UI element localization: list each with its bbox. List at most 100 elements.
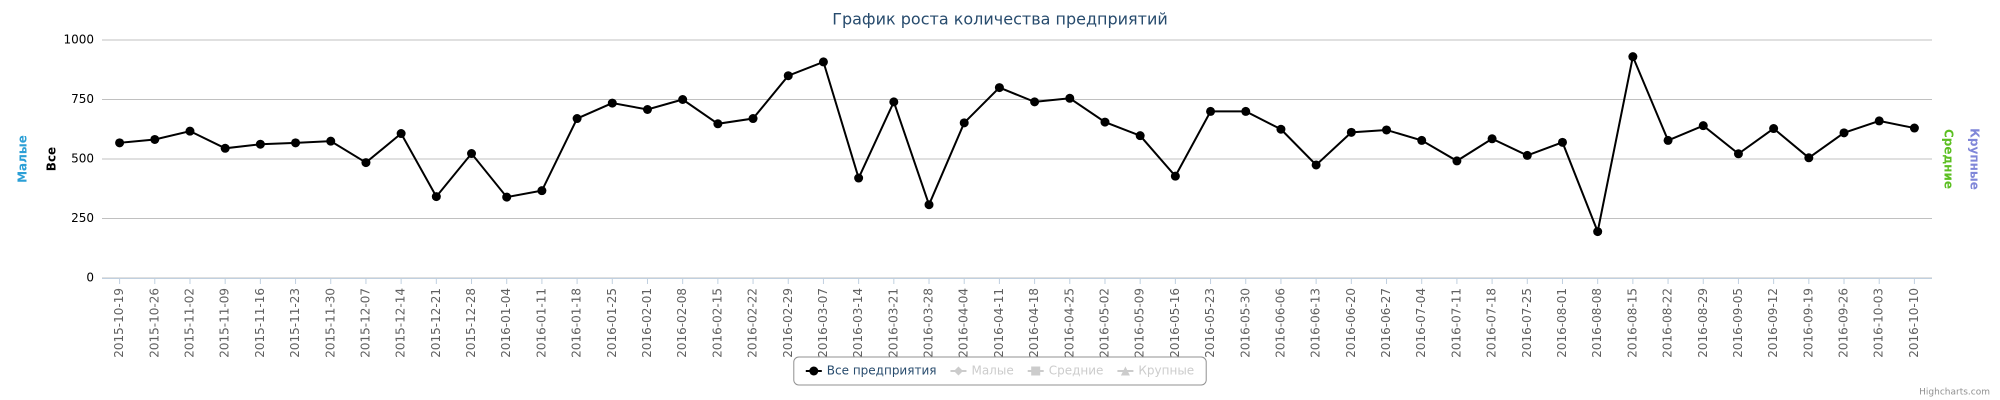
- data-point: [889, 97, 899, 107]
- x-tick-label: 2016-02-22: [746, 288, 760, 358]
- axis-title: Средние: [1942, 129, 1956, 189]
- x-tick-label: 2015-11-23: [288, 288, 302, 358]
- x-tick-label: 2015-10-19: [112, 288, 126, 358]
- data-point: [959, 118, 969, 128]
- y-tick-label: 1000: [63, 33, 94, 47]
- data-point: [1522, 150, 1532, 160]
- x-tick-label: 2015-11-02: [182, 288, 196, 358]
- legend-item[interactable]: Крупные: [1138, 364, 1194, 378]
- data-point: [1909, 123, 1919, 133]
- legend-symbol: [953, 366, 963, 376]
- data-point: [361, 158, 371, 168]
- data-point: [1170, 171, 1180, 181]
- data-point: [1311, 160, 1321, 170]
- legend-item[interactable]: Средние: [1049, 364, 1104, 378]
- data-point: [1769, 124, 1779, 134]
- x-tick-label: 2016-04-25: [1062, 288, 1076, 358]
- data-point: [678, 95, 688, 104]
- legend-item[interactable]: Малые: [971, 364, 1013, 378]
- x-tick-label: 2016-05-23: [1203, 288, 1217, 358]
- x-tick-label: 2016-03-14: [851, 288, 865, 358]
- data-point: [1417, 135, 1427, 145]
- axis-title: Малые: [16, 135, 30, 183]
- data-point: [854, 173, 864, 183]
- data-point: [537, 186, 547, 196]
- x-tick-label: 2015-10-26: [147, 288, 161, 358]
- legend-symbol: [1031, 366, 1041, 376]
- data-point: [1804, 153, 1814, 163]
- data-point: [1628, 52, 1638, 62]
- data-point: [326, 136, 336, 146]
- x-tick-label: 2016-04-18: [1027, 288, 1041, 358]
- data-point: [502, 192, 512, 202]
- x-tick-label: 2016-07-11: [1449, 288, 1463, 358]
- x-tick-label: 2015-11-09: [218, 288, 232, 358]
- x-tick-label: 2016-02-01: [640, 288, 654, 358]
- x-tick-label: 2016-09-05: [1731, 288, 1745, 358]
- x-tick-label: 2015-12-14: [394, 288, 408, 358]
- data-point: [1276, 124, 1286, 134]
- x-tick-label: 2016-02-15: [710, 288, 724, 358]
- data-point: [1663, 135, 1673, 145]
- x-tick-label: 2015-11-16: [253, 288, 267, 358]
- x-tick-label: 2016-09-12: [1766, 288, 1780, 358]
- data-point: [607, 98, 617, 108]
- x-tick-label: 2015-12-28: [464, 288, 478, 358]
- x-tick-label: 2016-06-27: [1379, 288, 1393, 358]
- data-point: [642, 104, 652, 114]
- legend-box: [793, 356, 1207, 386]
- data-point: [1593, 227, 1603, 237]
- data-point: [1452, 156, 1462, 166]
- x-tick-label: 2016-10-03: [1872, 288, 1886, 358]
- y-tick-label: 250: [71, 211, 94, 225]
- x-tick-label: 2016-09-26: [1837, 288, 1851, 358]
- x-tick-label: 2016-05-16: [1168, 288, 1182, 358]
- x-tick-label: 2016-06-13: [1309, 288, 1323, 358]
- x-tick-label: 2016-03-21: [886, 288, 900, 358]
- x-tick-label: 2016-07-18: [1485, 288, 1499, 358]
- data-point: [1030, 97, 1040, 107]
- x-tick-label: 2016-04-04: [957, 288, 971, 358]
- legend-symbol: [809, 366, 819, 376]
- x-tick-label: 2016-08-29: [1696, 288, 1710, 358]
- data-point: [572, 114, 582, 124]
- y-tick-label: 750: [71, 92, 94, 106]
- data-point: [1135, 131, 1145, 141]
- data-point: [1698, 121, 1708, 131]
- x-tick-label: 2016-05-09: [1133, 288, 1147, 358]
- data-point: [1065, 93, 1075, 103]
- x-tick-label: 2015-12-07: [358, 288, 372, 358]
- x-tick-label: 2016-06-20: [1344, 288, 1358, 358]
- x-tick-label: 2016-07-04: [1414, 288, 1428, 358]
- series-line: [119, 53, 1915, 236]
- data-point: [1487, 134, 1497, 144]
- x-tick-label: 2016-01-18: [570, 288, 584, 358]
- data-point: [431, 192, 441, 202]
- legend-item[interactable]: Все предприятия: [827, 364, 937, 378]
- data-point: [783, 71, 793, 81]
- data-point: [1346, 127, 1356, 137]
- data-point: [467, 149, 477, 159]
- y-tick-label: 0: [86, 271, 94, 285]
- data-point: [1557, 137, 1567, 147]
- data-point: [818, 57, 828, 67]
- x-tick-label: 2016-07-25: [1520, 288, 1534, 358]
- data-point: [1874, 116, 1884, 126]
- x-tick-label: 2016-03-07: [816, 288, 830, 358]
- data-point: [1100, 117, 1110, 127]
- data-point: [1839, 128, 1849, 138]
- data-point: [185, 126, 195, 136]
- x-tick-label: 2016-08-08: [1590, 288, 1604, 358]
- axis-title: Крупные: [1968, 128, 1982, 190]
- x-tick-label: 2016-06-06: [1273, 288, 1287, 358]
- legend: Все предприятия Малые Средние Крупные: [805, 364, 1194, 378]
- x-tick-label: 2016-10-10: [1907, 288, 1921, 358]
- x-tick-label: 2015-11-30: [323, 288, 337, 358]
- data-point: [748, 114, 758, 124]
- y-tick-label: 500: [71, 152, 94, 166]
- credits: Highcharts.com: [1919, 388, 1990, 398]
- x-tick-label: 2016-02-29: [781, 288, 795, 358]
- data-point: [150, 134, 160, 144]
- x-tick-label: 2016-01-04: [499, 288, 513, 358]
